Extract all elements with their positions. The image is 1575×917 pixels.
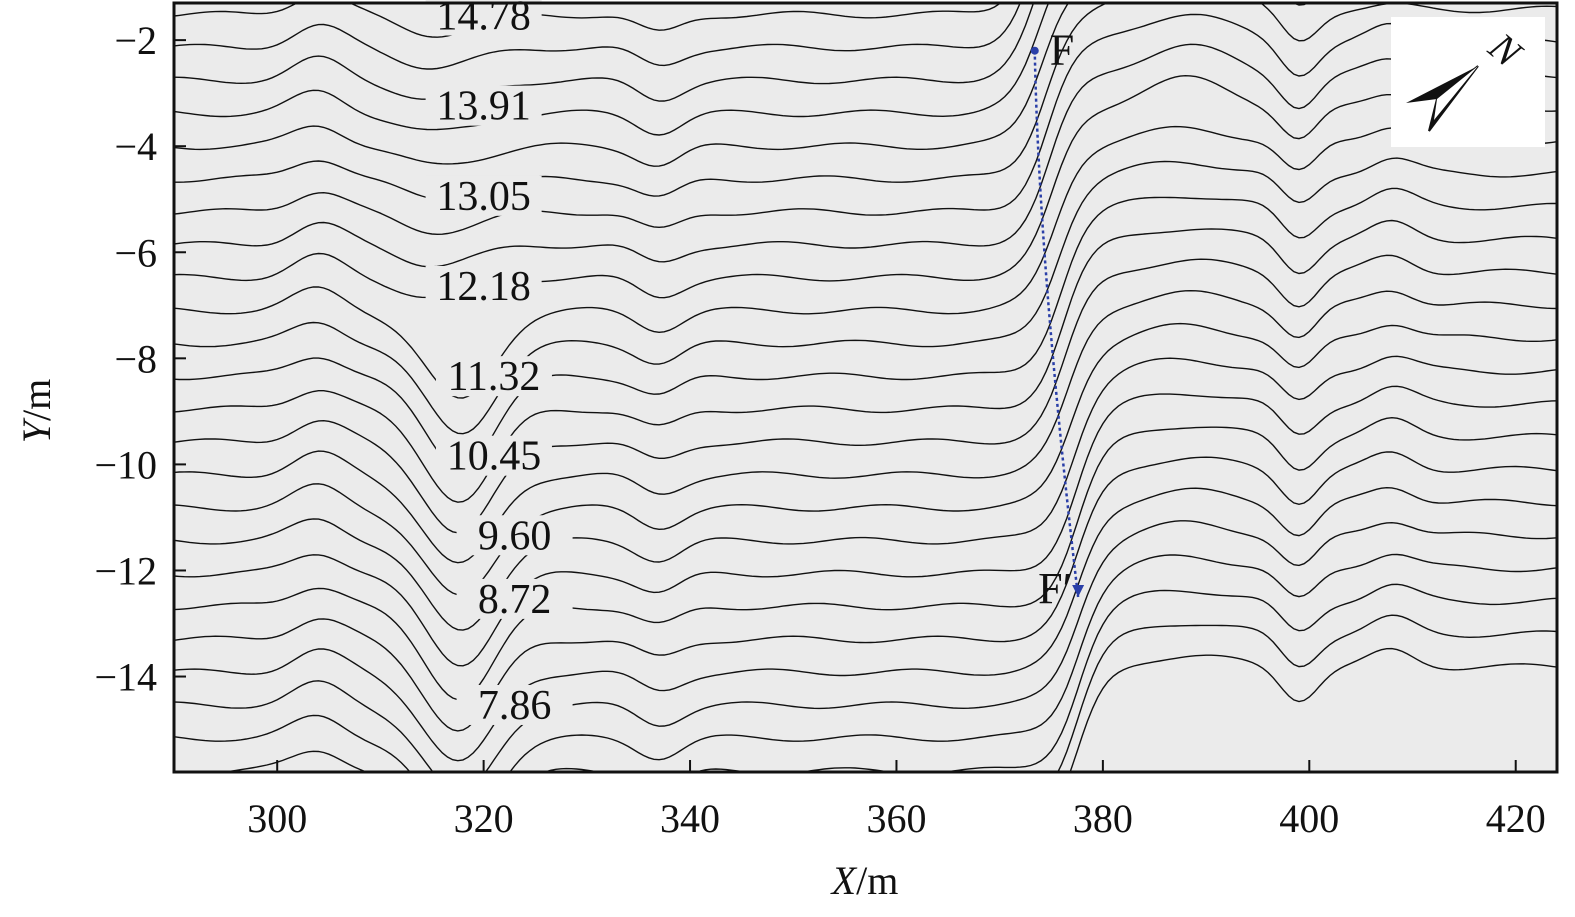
contour-label-bg: [425, 85, 542, 126]
contour-label: 9.60: [478, 513, 552, 559]
contour-line: [174, 583, 1557, 772]
x-tick-label: 360: [866, 796, 926, 841]
contour-label-bg: [456, 684, 573, 725]
contour-line: [174, 3, 1035, 102]
contour-line: [174, 3, 1002, 38]
contour-line: [174, 416, 1557, 701]
contour-line: [174, 3, 1309, 167]
x-tick-label: 300: [247, 796, 307, 841]
contour-line: [174, 187, 1557, 470]
plot-frame: [172, 1, 1559, 774]
y-tick-label: −2: [114, 18, 157, 63]
contour-label-bg: [425, 0, 542, 36]
contour-line: [174, 322, 1557, 596]
fault-line: [1033, 50, 1080, 598]
contour-label: 10.45: [447, 434, 542, 480]
contour-label-bg: [435, 356, 552, 397]
contour-line: [174, 13, 1557, 236]
x-tick-label: 340: [660, 796, 720, 841]
contour-label-group: 14.78 13.91 13.05 12.18 11.32 10.45 9.60 8.72 7.…: [425, 0, 573, 729]
x-tick-label: 320: [454, 796, 514, 841]
y-tick-label: −12: [94, 548, 157, 593]
y-tick-label: −10: [94, 442, 157, 487]
y-tick-label: −6: [114, 230, 157, 275]
contour-label: 8.72: [478, 577, 552, 623]
fault-start-label: F: [1050, 26, 1074, 75]
contour-line: [174, 355, 1557, 631]
contour-label: 14.78: [436, 0, 531, 40]
contour-label-bg: [435, 435, 552, 476]
contour-line: [174, 385, 1557, 667]
contour-line: [174, 451, 1557, 732]
contour-line: [174, 125, 1557, 399]
contour-line: [174, 3, 1050, 136]
x-tick-label: 420: [1486, 796, 1546, 841]
north-arrow-box: N: [1391, 17, 1545, 147]
contour-line: [174, 289, 1557, 564]
contour-label: 7.86: [478, 683, 552, 729]
contour-line: [174, 520, 1557, 772]
contour-label-bg: [456, 515, 573, 556]
contour-line: [174, 3, 1557, 201]
plot-background: [174, 3, 1557, 772]
contour-line: [174, 3, 1021, 70]
fault-end-arrow: [1072, 584, 1085, 597]
contour-line: [174, 486, 1557, 762]
contour-label-bg: [425, 265, 542, 306]
y-axis-title: Y/m: [14, 379, 59, 443]
y-tick-label: −14: [94, 655, 157, 700]
x-axis-title: X/m: [830, 858, 899, 903]
contour-line: [174, 157, 1557, 435]
fault-end-label: F′: [1038, 564, 1072, 613]
contour-lines: [174, 3, 1557, 772]
contour-line: [1057, 614, 1557, 772]
y-tick-label: −4: [114, 124, 157, 169]
contour-line: [1069, 647, 1557, 772]
contour-label: 11.32: [447, 354, 540, 400]
contour-label: 13.05: [436, 174, 531, 220]
north-arrow-icon: [1406, 65, 1479, 132]
contour-label: 13.91: [436, 84, 531, 130]
x-tick-label: 380: [1073, 796, 1133, 841]
x-tick-label: 400: [1279, 796, 1339, 841]
contour-line: [174, 553, 1557, 772]
y-tick-label: −8: [114, 336, 157, 381]
contour-line: [174, 254, 1557, 534]
contour-line: [174, 43, 1557, 268]
contour-line: [174, 219, 1557, 503]
contour-label-bg: [425, 175, 542, 216]
contour-label-bg: [456, 578, 573, 619]
fault-line-group: F F′: [1030, 26, 1085, 613]
axes: 300 320 340 360 380 400 420 −2 −4 −6 −8 −10 −12 −14: [94, 18, 1545, 841]
contour-line: [174, 74, 1557, 299]
fault-start-point: [1030, 46, 1039, 55]
contour-label: 12.18: [436, 264, 531, 310]
